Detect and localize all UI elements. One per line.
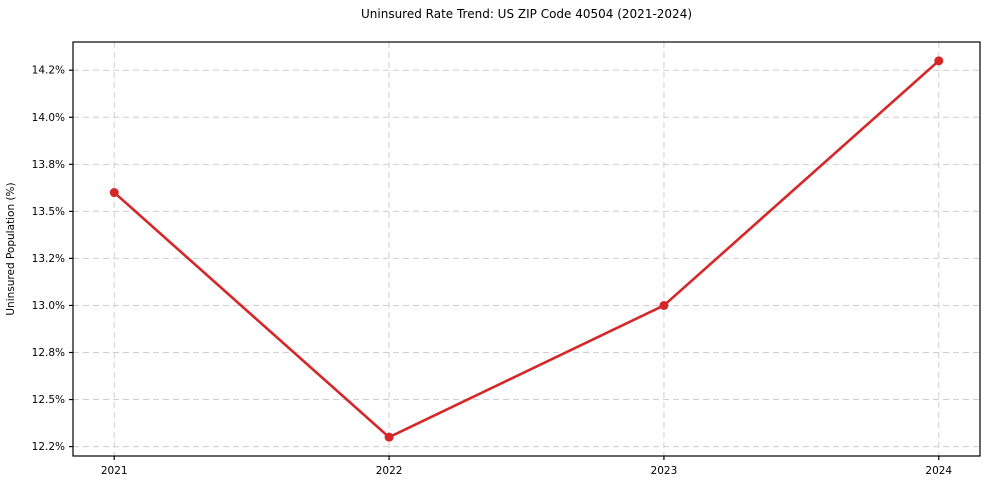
- chart-title: Uninsured Rate Trend: US ZIP Code 40504 …: [360, 7, 693, 21]
- y-tick-label: 13.0%: [32, 300, 65, 312]
- x-tick-label: 2023: [651, 465, 678, 477]
- y-tick-label: 13.8%: [32, 159, 65, 171]
- y-axis-label: Uninsured Population (%): [5, 182, 17, 315]
- plot-border: [72, 41, 981, 457]
- y-tick-label: 12.5%: [32, 394, 65, 406]
- y-tick-label: 12.8%: [32, 347, 65, 359]
- data-point: [659, 300, 669, 310]
- trend-line: [112, 59, 941, 439]
- y-tick-label: 14.2%: [32, 65, 65, 77]
- data-point: [934, 56, 944, 66]
- x-tick-label: 2021: [101, 465, 128, 477]
- y-tick-label: 14.0%: [32, 112, 65, 124]
- y-tick-label: 12.2%: [32, 441, 65, 453]
- x-tick-label: 2022: [376, 465, 403, 477]
- y-tick-label: 13.2%: [32, 253, 65, 265]
- y-tick-label: 13.5%: [32, 206, 65, 218]
- x-tick-label: 2024: [925, 465, 952, 477]
- data-point: [384, 432, 394, 442]
- data-point: [109, 188, 119, 198]
